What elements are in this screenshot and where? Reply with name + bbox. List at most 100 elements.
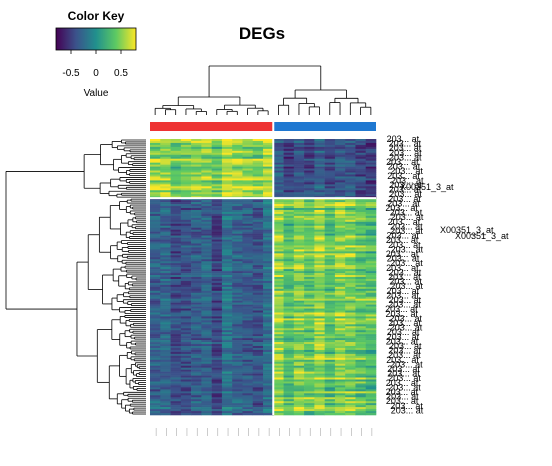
heatmap-cell [221,389,233,392]
heatmap-cell [242,375,254,378]
heatmap-cell [191,344,202,347]
heatmap-cell [221,407,233,410]
heatmap-cell [263,243,274,246]
heatmap-cell [263,340,274,343]
heatmap-cell [293,284,305,288]
heatmap-cell [170,369,182,372]
heatmap-cell [160,146,171,150]
heatmap-cell [324,217,336,221]
heatmap-cell [252,249,264,252]
heatmap-cell [221,188,233,191]
heatmap-cell [304,271,315,274]
row-label: 203... at [386,392,419,402]
heatmap-cell [191,211,202,215]
heatmap-cell [180,389,192,392]
heatmap-cell [365,340,377,343]
heatmap-cell [160,235,171,238]
heatmap-cell [293,146,305,150]
heatmap-cell [232,154,243,158]
heatmap-cell [201,180,212,183]
heatmap-cell [242,265,254,268]
heatmap-cell [293,399,305,402]
heatmap-cell [180,239,192,242]
heatmap-cell [150,144,161,148]
heatmap-cell [232,298,243,301]
heatmap-cell [304,365,315,368]
heatmap-cell [191,355,202,359]
heatmap-cell [221,253,233,256]
heatmap-cell [242,231,254,234]
heatmap-cell [324,148,336,152]
heatmap-cell [345,176,356,179]
heatmap-cell [221,235,233,238]
heatmap-cell [324,346,336,349]
heatmap-cell [273,411,284,414]
heatmap-cell [334,379,346,382]
heatmap-cell [150,269,161,272]
heatmap-cell [221,198,233,201]
heatmap-cell [221,383,233,386]
heatmap-cell [160,405,171,408]
heatmap-cell [221,255,233,258]
heatmap-cell [334,411,346,414]
heatmap-cell [191,395,202,398]
heatmap-cell [232,245,243,248]
heatmap-cell [355,365,367,368]
heatmap-cell [345,361,356,365]
heatmap-cell [273,160,284,163]
heatmap-cell [191,170,202,173]
heatmap-cell [263,302,274,305]
heatmap-cell [293,338,305,341]
heatmap-cell [232,336,243,339]
heatmap-cell [150,150,161,154]
heatmap-cell [252,235,264,238]
heatmap-cell [293,342,305,345]
heatmap-cell [273,275,284,278]
heatmap-cell [160,288,171,292]
heatmap-cell [293,413,305,416]
heatmap-cell [232,227,243,230]
heatmap-cell [232,361,243,365]
row-label: 203... at [386,336,419,346]
heatmap-cell [191,182,202,185]
heatmap-cell [314,334,325,337]
heatmap-cell [304,395,315,398]
heatmap-cell [191,150,202,154]
heatmap-cell [314,176,325,179]
heatmap-cell [304,409,315,412]
heatmap-cell [334,160,346,163]
heatmap-cell [365,411,377,414]
heatmap-cell [191,206,202,209]
heatmap-cell [283,304,295,307]
heatmap-cell [150,332,161,335]
heatmap-cell [252,280,264,284]
heatmap-cell [314,351,325,355]
heatmap-cell [283,182,295,185]
heatmap-cell [191,146,202,150]
heatmap-cell [283,375,295,378]
heatmap-cell [160,259,171,262]
heatmap-cell [242,188,254,191]
heatmap-cell [293,209,305,213]
heatmap-cell [304,213,315,217]
heatmap-cell [180,156,192,160]
heatmap-cell [232,369,243,372]
heatmap-cell [304,373,315,376]
heatmap-cell [334,184,346,187]
heatmap-cell [180,164,192,167]
heatmap-cell [365,239,377,242]
heatmap-cell [314,294,325,298]
heatmap-cell [221,338,233,341]
heatmap-cell [345,377,356,380]
heatmap-cell [365,312,377,315]
heatmap-cell [160,292,171,296]
heatmap-cell [211,273,223,276]
heatmap-cell [293,336,305,339]
heatmap-cell [314,208,325,211]
row-label: 203... at [389,189,422,199]
heatmap-cell [160,302,171,305]
heatmap-cell [345,267,356,270]
heatmap-cell [180,407,192,410]
heatmap-cell [221,357,233,361]
heatmap-cell [345,217,356,221]
